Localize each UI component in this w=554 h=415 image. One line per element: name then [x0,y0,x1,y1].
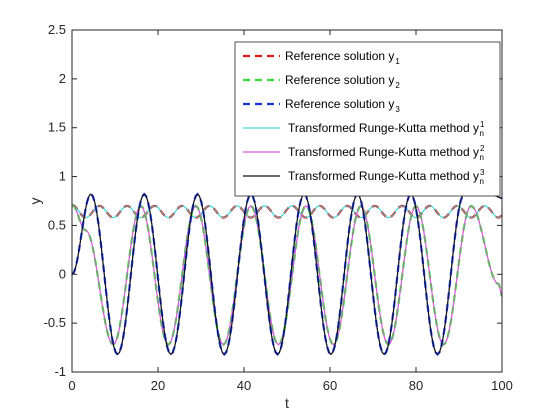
axes-layer: 0 20 40 60 80 100 -1 -0.5 0 0.5 1 1.5 2 2.5 [44,22,513,393]
legend-item: Reference solution y1 [243,49,400,66]
legend-item: Reference solution y3 [243,97,400,114]
series-line-method-overlay-2 [71,204,503,346]
x-tick-label: 60 [323,378,337,393]
x-tick-label: 80 [409,378,423,393]
y-tick-label: 1.5 [48,120,66,135]
x-axis-label: t [285,395,289,411]
series-layer [71,192,503,357]
series-line-method-overlay-3 [71,193,503,356]
legend-item: Reference solution y2 [243,73,400,90]
legend-item: Transformed Runge-Kutta method y2 n [243,144,485,162]
y-axis-label: y [27,198,43,205]
y-tick-label: 0 [59,266,66,281]
y-tick-label: 2.5 [48,22,66,37]
legend-label: Reference solution y1 [285,49,400,66]
x-tick-label: 100 [491,378,513,393]
y-tick-label: 0.5 [48,217,66,232]
legend-label: Reference solution y2 [285,73,400,90]
legend-item: Transformed Runge-Kutta method y3 n [243,168,485,186]
y-tick-label: 2 [59,71,66,86]
axes-box [71,29,503,373]
legend: Reference solution y1 Reference solution … [234,41,501,197]
y-tick-label: 1 [59,169,66,184]
legend-label: Reference solution y3 [285,97,400,114]
legend-label: Transformed Runge-Kutta method y1 n [288,120,485,138]
legend-item: Transformed Runge-Kutta method y1 n [243,120,485,138]
x-tick-label: 20 [151,378,165,393]
legend-label: Transformed Runge-Kutta method y2 n [288,144,485,162]
legend-label: Transformed Runge-Kutta method y3 n [288,168,485,186]
legend-box [234,41,501,197]
y-tick-label: -0.5 [44,315,66,330]
y-tick-label: -1 [54,364,66,379]
x-tick-label: 40 [237,378,251,393]
x-tick-label: 0 [68,378,75,393]
